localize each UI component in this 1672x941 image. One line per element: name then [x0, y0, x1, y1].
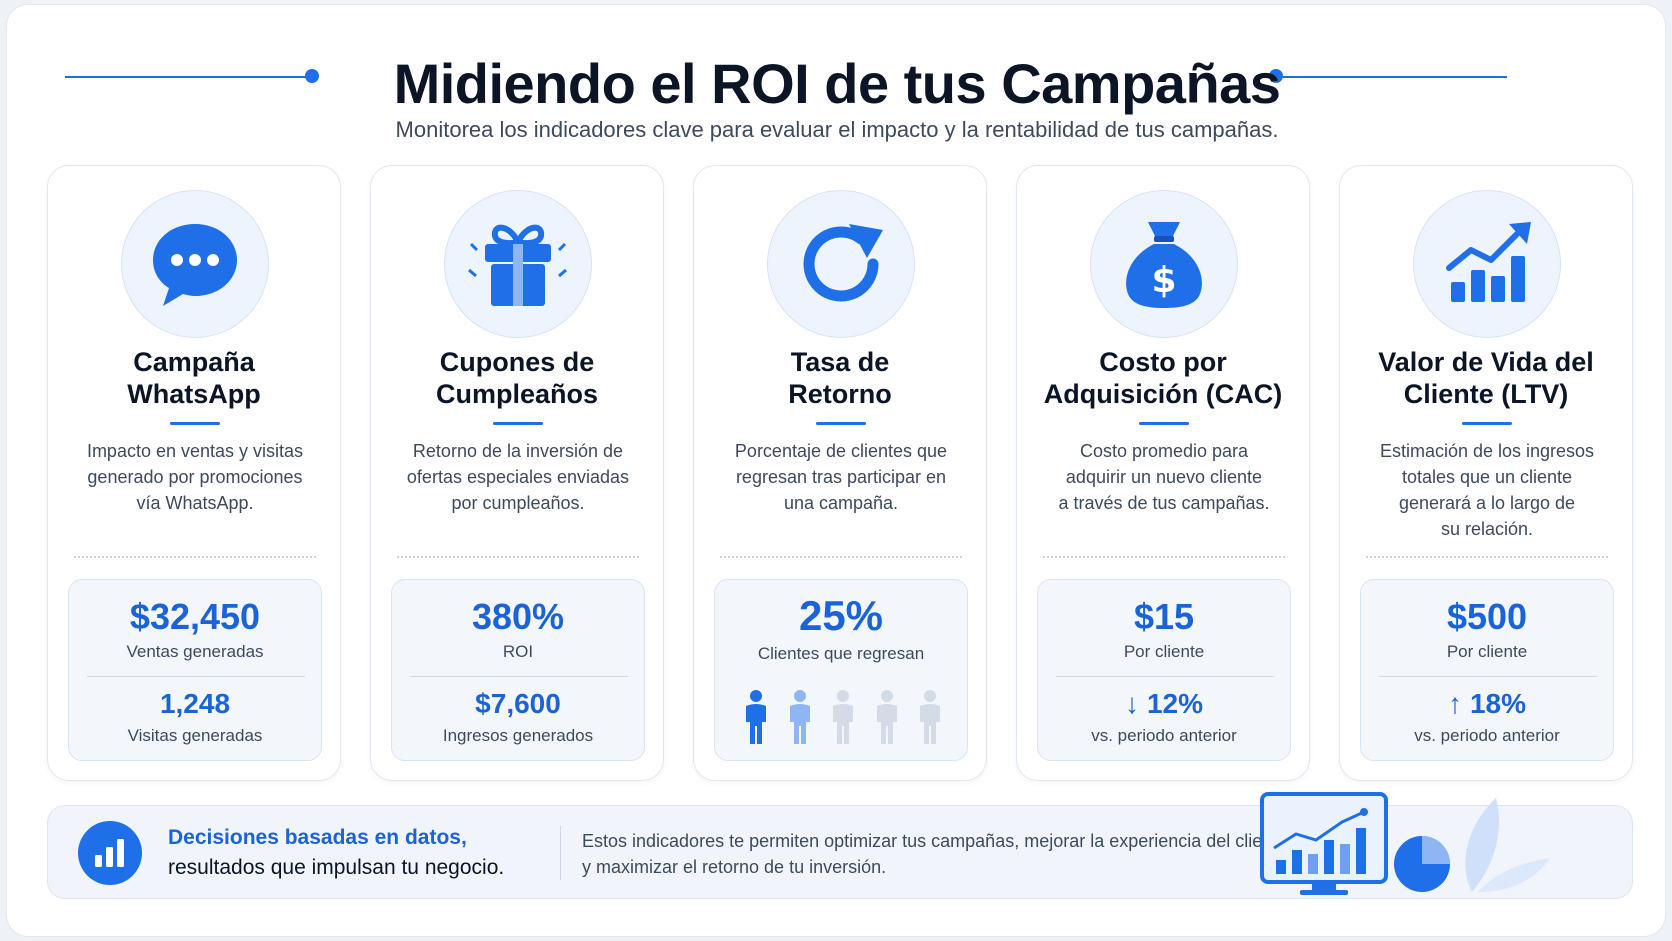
- primary-metric-value: $15: [1133, 596, 1195, 637]
- title-underline: [1462, 422, 1512, 425]
- title-underline: [816, 422, 866, 425]
- banner-subline: resultados que impulsan tu negocio.: [168, 856, 505, 879]
- returning-customers-indicator: [743, 688, 943, 744]
- primary-metric-value: $32,450: [129, 596, 261, 637]
- monitor-analytics-icon: [1260, 792, 1550, 895]
- metric-box: $15 Por cliente ↓ 12% vs. periodo anterio…: [1037, 579, 1291, 761]
- primary-metric-label: Clientes que regresan: [757, 644, 925, 663]
- dotted-divider: [1043, 556, 1285, 558]
- secondary-metric-value: 12%: [1146, 688, 1204, 719]
- metric-separator: [87, 676, 305, 677]
- dotted-divider: [720, 556, 962, 558]
- infographic-frame: Midiendo el ROI de tus Campañas Monitore…: [6, 4, 1666, 937]
- primary-metric-label: ROI: [502, 642, 534, 661]
- person-highlighted-icon: [746, 690, 766, 744]
- card-title: Valor de Vida del Cliente (LTV): [1378, 347, 1594, 409]
- card-title: Campaña WhatsApp: [127, 347, 261, 409]
- primary-metric-label: Por cliente: [1446, 642, 1528, 661]
- bar-chart-icon: [78, 821, 142, 885]
- title-underline: [170, 422, 220, 425]
- arrow-up-icon: ↑: [1447, 688, 1462, 719]
- secondary-metric-label: Ingresos generados: [442, 726, 594, 745]
- title-decoration-right-dot: [1269, 69, 1283, 83]
- dotted-divider: [1366, 556, 1608, 558]
- page-subtitle: Monitorea los indicadores clave para eva…: [395, 117, 1279, 142]
- refresh-arrow-icon: [767, 190, 915, 338]
- kpi-cards: Campaña WhatsApp Impacto en ventas y vis…: [47, 165, 1633, 781]
- primary-metric-label: Por cliente: [1123, 642, 1205, 661]
- banner-description: Estos indicadores te permiten optimizar …: [582, 831, 1288, 877]
- arrow-down-icon: ↓: [1124, 688, 1139, 719]
- metric-separator: [1056, 676, 1274, 677]
- kpi-card-birthday-coupons: Cupones de Cumpleaños Retorno de la inve…: [370, 165, 664, 781]
- card-title: Cupones de Cumpleaños: [435, 347, 599, 409]
- banner-headline: Decisiones basadas en datos,: [168, 826, 467, 849]
- person-icon: [920, 690, 940, 744]
- banner-divider: [560, 826, 561, 880]
- secondary-metric: ↑ 18%: [1361, 688, 1613, 720]
- secondary-metric-label: vs. periodo anterior: [1414, 726, 1560, 745]
- card-title: Costo por Adquisición (CAC): [1043, 347, 1283, 409]
- metric-separator: [1379, 676, 1597, 677]
- dotted-divider: [74, 556, 316, 558]
- metric-box: $32,450 Ventas generadas 1,248 Visitas g…: [68, 579, 322, 761]
- card-title: Tasa de Retorno: [788, 347, 892, 409]
- kpi-card-whatsapp: Campaña WhatsApp Impacto en ventas y vis…: [47, 165, 341, 781]
- chat-bubble-icon: [121, 190, 269, 338]
- title-row: Midiendo el ROI de tus Campañas: [7, 43, 1667, 123]
- secondary-metric-value: $7,600: [475, 688, 561, 719]
- metric-separator: [410, 676, 628, 677]
- title-underline: [493, 422, 543, 425]
- secondary-metric-value: 1,248: [159, 688, 231, 719]
- secondary-metric-value: 18%: [1469, 688, 1527, 719]
- primary-metric-value: $500: [1446, 596, 1528, 637]
- kpi-card-cac: $ Costo por Adquisición (CAC) Costo prom…: [1016, 165, 1310, 781]
- primary-metric-value: 380%: [471, 596, 565, 637]
- money-bag-icon: $: [1090, 190, 1238, 338]
- card-description: Porcentaje de clientes que regresan tras…: [734, 441, 948, 513]
- metric-box: 25% Clientes que regresan: [714, 579, 968, 761]
- summary-banner: Decisiones basadas en datos, resultados …: [47, 792, 1633, 899]
- card-description: Costo promedio para adquirir un nuevo cl…: [1058, 441, 1270, 513]
- page-title: Midiendo el ROI de tus Campañas: [393, 51, 1281, 115]
- person-icon: [833, 690, 853, 744]
- card-description: Impacto en ventas y visitas generado por…: [86, 441, 304, 513]
- title-decoration-left-line: [65, 76, 315, 78]
- card-description: Estimación de los ingresos totales que u…: [1379, 441, 1595, 539]
- gift-icon: [444, 190, 592, 338]
- title-decoration-right-line: [1283, 76, 1507, 78]
- person-icon: [789, 690, 810, 744]
- secondary-metric-label: Visitas generadas: [127, 726, 263, 745]
- title-underline: [1139, 422, 1189, 425]
- kpi-card-ltv: Valor de Vida del Cliente (LTV) Estimaci…: [1339, 165, 1633, 781]
- person-icon: [876, 690, 897, 744]
- kpi-card-return-rate: Tasa de Retorno Porcentaje de clientes q…: [693, 165, 987, 781]
- card-description: Retorno de la inversión de ofertas espec…: [406, 441, 630, 513]
- primary-metric-value: 25%: [798, 592, 884, 639]
- metric-box: $500 Por cliente ↑ 18% vs. periodo anteri…: [1360, 579, 1614, 761]
- svg-text:$: $: [1151, 260, 1176, 301]
- growth-chart-icon: [1413, 190, 1561, 338]
- metric-box: 380% ROI $7,600 Ingresos generados: [391, 579, 645, 761]
- title-decoration-left-dot: [305, 69, 319, 83]
- primary-metric-label: Ventas generadas: [126, 642, 264, 661]
- secondary-metric: ↓ 12%: [1038, 688, 1290, 720]
- secondary-metric-label: vs. periodo anterior: [1091, 726, 1237, 745]
- dotted-divider: [397, 556, 639, 558]
